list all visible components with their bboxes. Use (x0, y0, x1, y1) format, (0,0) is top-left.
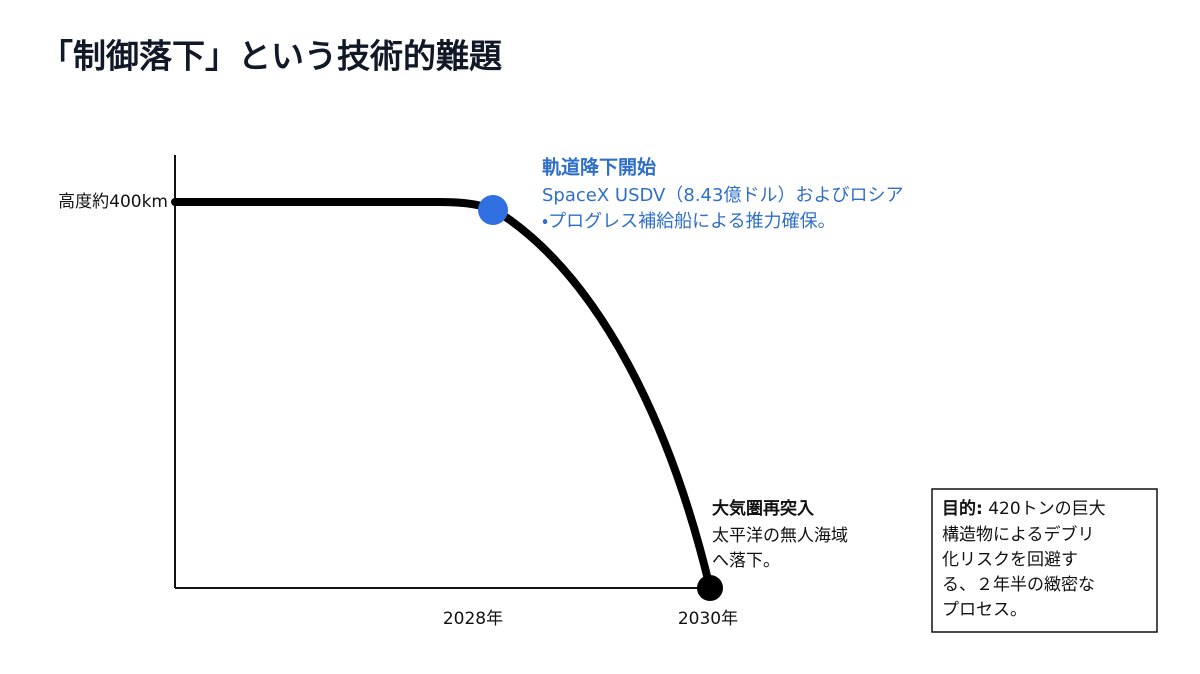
note-line: プロセス。 (942, 600, 1027, 620)
slide-title: 「制御落下」という技術的難題 (40, 37, 502, 76)
y-label: 高度約400km (58, 192, 168, 212)
start-text: SpaceX USDV（8.43億ドル）およびロシア (542, 185, 903, 206)
note-box (931, 488, 1158, 633)
note-line: 構造物によるデブリ (942, 524, 1095, 545)
note-text: 目的: 420トンの巨大 (942, 498, 1106, 519)
note-line: る、２年半の緻密な (942, 575, 1095, 595)
note-line: 420トンの巨大 (983, 499, 1106, 519)
end-text: 太平洋の無人海域 (712, 526, 848, 546)
start-text: ・プログレス補給船による推力確保。 (542, 211, 836, 232)
x-label: 2030年 (678, 609, 738, 629)
end-text: へ落下。 (712, 551, 780, 571)
descent-curve (171, 198, 714, 592)
start-marker (478, 195, 508, 225)
end-marker (697, 575, 723, 601)
end-title: 大気圏再突入 (712, 498, 814, 519)
note-label: 目的: (942, 498, 983, 519)
note-line: 化リスクを回避す (942, 550, 1078, 570)
x-label: 2028年 (443, 609, 503, 629)
start-title: 軌道降下開始 (542, 156, 656, 179)
